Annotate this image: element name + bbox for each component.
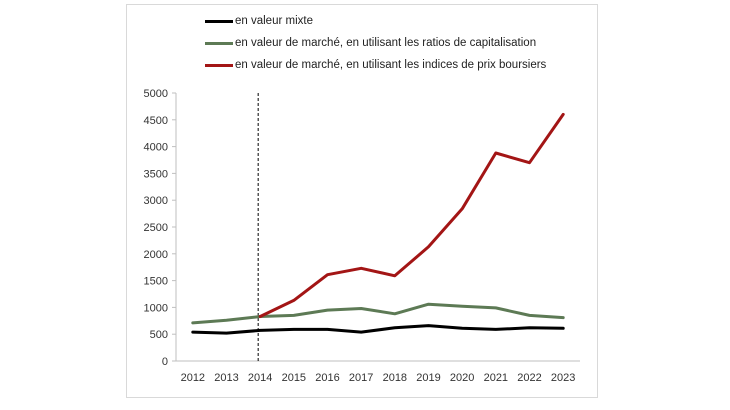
legend-swatch-mixte xyxy=(205,19,233,23)
x-tick-label: 2021 xyxy=(484,372,508,384)
y-tick-label: 0 xyxy=(162,356,168,368)
legend: en valeur mixte en valeur de marché, en … xyxy=(205,10,546,76)
x-tick-label: 2018 xyxy=(383,372,407,384)
series-line-0 xyxy=(191,324,565,335)
y-tick-label: 5000 xyxy=(144,88,168,100)
x-tick-label: 2023 xyxy=(551,372,575,384)
x-tick-label: 2014 xyxy=(248,372,272,384)
legend-swatch-ratios xyxy=(205,41,233,45)
x-tick-label: 2016 xyxy=(315,372,339,384)
series-line-1 xyxy=(191,302,565,325)
x-tick-label: 2013 xyxy=(214,372,238,384)
y-tick-label: 500 xyxy=(150,329,168,341)
legend-item-indices: en valeur de marché, en utilisant les in… xyxy=(205,54,546,76)
x-tick-label: 2019 xyxy=(416,372,440,384)
x-tick-label: 2015 xyxy=(282,372,306,384)
x-tick-label: 2020 xyxy=(450,372,474,384)
y-tick-label: 3500 xyxy=(144,168,168,180)
x-tick-label: 2022 xyxy=(517,372,541,384)
y-tick-label: 1000 xyxy=(144,302,168,314)
y-tick-label: 4500 xyxy=(144,115,168,127)
x-tick-label: 2017 xyxy=(349,372,373,384)
y-tick-label: 1500 xyxy=(144,276,168,288)
legend-label-mixte: en valeur mixte xyxy=(235,15,313,27)
legend-item-mixte: en valeur mixte xyxy=(205,10,546,32)
x-tick-label: 2012 xyxy=(181,372,205,384)
series-line-2 xyxy=(258,112,565,318)
legend-label-ratios: en valeur de marché, en utilisant les ra… xyxy=(235,37,537,49)
y-tick-label: 2000 xyxy=(144,249,168,261)
legend-item-ratios: en valeur de marché, en utilisant les ra… xyxy=(205,32,546,54)
y-tick-label: 4000 xyxy=(144,142,168,154)
legend-label-indices: en valeur de marché, en utilisant les in… xyxy=(235,59,547,71)
y-tick-label: 3000 xyxy=(144,195,168,207)
y-tick-label: 2500 xyxy=(144,222,168,234)
legend-swatch-indices xyxy=(205,63,233,67)
